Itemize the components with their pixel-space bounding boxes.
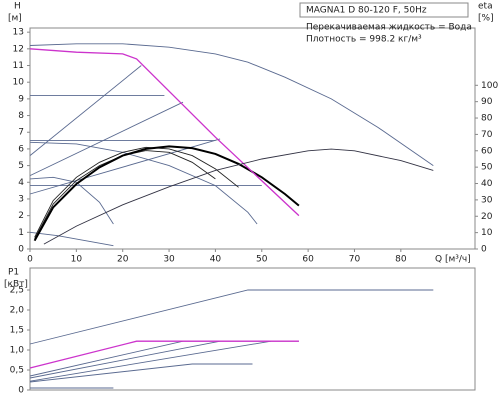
- y-label: P1: [8, 268, 19, 278]
- curve: [43, 148, 434, 245]
- y-tick-label: 13: [13, 28, 24, 38]
- title-box: [299, 2, 469, 18]
- y-tick-label: 0: [18, 245, 24, 255]
- y-tick-label: 4: [18, 178, 24, 188]
- curve: [29, 65, 142, 156]
- y2-tick-label: 80: [481, 114, 493, 124]
- curve: [29, 340, 272, 382]
- curve: [29, 43, 434, 166]
- y2-tick-label: 20: [481, 212, 493, 222]
- y-tick-label: 3: [18, 194, 24, 204]
- curve: [29, 340, 221, 379]
- y2-tick-label: 0: [481, 245, 487, 255]
- y-tick-label: 12: [13, 44, 24, 54]
- curve: [29, 231, 114, 247]
- x-tick-label: 60: [302, 255, 314, 265]
- curve: [33, 145, 300, 242]
- y-tick-label: 1: [18, 228, 24, 238]
- x-tick-label: 30: [163, 255, 175, 265]
- y-tick-label: 1,5: [10, 326, 24, 336]
- y2-tick-label: 40: [481, 179, 493, 189]
- curve: [29, 176, 114, 225]
- x-tick-label: 70: [349, 255, 361, 265]
- y2-tick-label: 30: [481, 195, 493, 205]
- y-tick-label: 2,0: [10, 306, 25, 316]
- x-tick-label: 20: [117, 255, 129, 265]
- x-tick-label: 80: [395, 255, 407, 265]
- x-tick-label: 0: [27, 255, 33, 265]
- y2-tick-label: 70: [481, 130, 493, 140]
- y-tick-label: 0,5: [10, 366, 24, 376]
- y-tick-label: 7: [18, 128, 24, 138]
- curve: [29, 289, 434, 345]
- x-tick-label: 40: [210, 255, 222, 265]
- plot-frame: [29, 267, 476, 391]
- y2-label: eta: [478, 2, 493, 12]
- y2-tick-label: 50: [481, 163, 493, 173]
- y-tick-label: 10: [13, 78, 25, 88]
- y-unit: [кВт]: [4, 280, 28, 290]
- curve: [29, 101, 184, 177]
- y-tick-label: 2,5: [10, 286, 24, 296]
- y2-tick-label: 10: [481, 228, 493, 238]
- x-tick-label: 50: [256, 255, 268, 265]
- y-tick-label: 11: [13, 61, 24, 71]
- y-tick-label: 0: [18, 386, 24, 396]
- y2-tick-label: 60: [481, 146, 493, 156]
- plot-frame: [29, 27, 476, 250]
- y-tick-label: 9: [18, 94, 24, 104]
- y-tick-label: 1,0: [10, 346, 25, 356]
- curve: [34, 146, 239, 238]
- y2-unit: [%]: [478, 14, 494, 24]
- x-tick-label: 10: [71, 255, 83, 265]
- curve: [29, 363, 253, 383]
- y-tick-label: 6: [18, 144, 24, 154]
- annotation: Перекачиваемая жидкость = Вода: [306, 23, 472, 33]
- y-tick-label: 2: [18, 211, 24, 221]
- y-unit: [м]: [8, 14, 22, 24]
- curve: [29, 48, 300, 217]
- y-tick-label: 8: [18, 111, 24, 121]
- y-tick-label: 5: [18, 161, 24, 171]
- chart-title: MAGNA1 D 80-120 F, 50Hz: [306, 6, 427, 16]
- y-label: H: [14, 2, 21, 12]
- annotation: Плотность = 998.2 кг/м³: [306, 35, 422, 45]
- curve: [29, 340, 299, 369]
- y2-tick-label: 90: [481, 97, 493, 107]
- y2-tick-label: 100: [481, 81, 498, 91]
- curve: [29, 141, 258, 225]
- x-label: Q [м³/ч]: [435, 255, 471, 265]
